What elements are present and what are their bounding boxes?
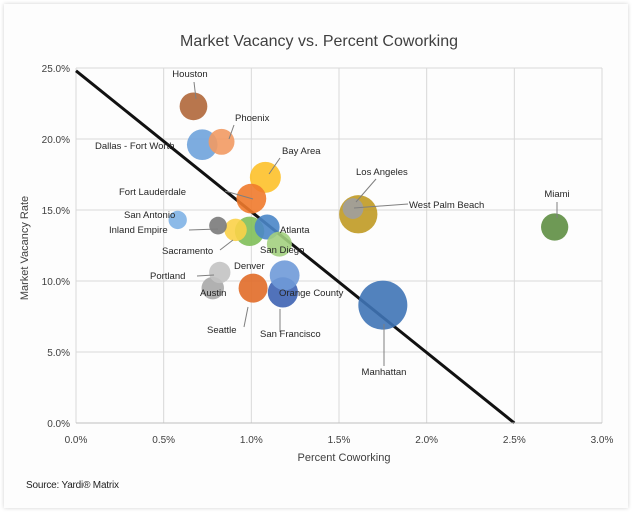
axes-layer: 0.0% 5.0% 10.0% 15.0% 20.0% 25.0% 0.0% 0.5% 1.0%…	[42, 64, 614, 446]
bubble-miami	[541, 213, 569, 241]
leader-line-fort-lauderdale	[224, 190, 254, 200]
bubble-label-los-angeles: Los Angeles	[356, 167, 408, 178]
bubble-denver	[266, 231, 292, 257]
bubble-west-palm-beach	[342, 198, 364, 219]
x-tick-label: 0.5%	[152, 435, 175, 446]
scatter-chart: Market Vacancy vs. Percent Coworking 0.0…	[19, 33, 614, 464]
leader-line-west-palm-beach	[353, 203, 409, 209]
bubble-label-atlanta: Atlanta	[280, 225, 310, 236]
bubble-inland-empire	[209, 216, 227, 235]
y-tick-label: 15.0%	[42, 206, 70, 217]
x-tick-label: 0.0%	[65, 435, 88, 446]
y-axis-title: Market Vacancy Rate	[19, 196, 31, 300]
bubble-label-inland-empire: Inland Empire	[109, 225, 168, 236]
bubble-label-fort-lauderdale: Fort Lauderdale	[119, 187, 186, 198]
bubble-label-san-francisco: San Francisco	[260, 329, 321, 340]
leader-line-portland	[196, 274, 215, 277]
chart-frame: Market Vacancy vs. Percent Coworking 0.0…	[4, 4, 628, 508]
leader-line-phoenix	[228, 124, 235, 140]
bubble-label-manhattan: Manhattan	[362, 367, 407, 378]
leader-line-bay-area	[268, 157, 281, 175]
leader-line-inland-empire	[188, 228, 219, 231]
y-tick-label: 0.0%	[47, 419, 70, 430]
bubble-bay-area	[249, 161, 281, 193]
x-tick-label: 1.5%	[328, 435, 351, 446]
bubble-label-sacramento: Sacramento	[162, 246, 213, 257]
bubble-phoenix	[208, 128, 235, 155]
bubble-label-west-palm-beach: West Palm Beach	[409, 200, 484, 211]
bubbles-layer	[168, 92, 569, 330]
bubble-label-phoenix: Phoenix	[235, 113, 270, 124]
bubble-label-miami: Miami	[544, 189, 569, 200]
bubble-label-houston: Houston	[172, 69, 207, 80]
leader-line-los-angeles	[355, 178, 377, 203]
bubble-sacramento	[224, 218, 247, 242]
chart-title: Market Vacancy vs. Percent Coworking	[180, 33, 458, 50]
bubble-label-orange-county: Orange County	[279, 288, 344, 299]
leader-line-sacramento	[219, 239, 234, 251]
bubble-manhattan	[358, 280, 408, 330]
x-tick-label: 3.0%	[591, 435, 614, 446]
grid-lines	[75, 67, 603, 424]
bubble-label-san-diego: San Diego	[260, 245, 304, 256]
trend-line	[75, 69, 516, 425]
x-tick-label: 2.5%	[503, 435, 526, 446]
y-tick-label: 25.0%	[42, 64, 70, 75]
bubble-label-denver: Denver	[234, 261, 265, 272]
y-tick-label: 5.0%	[47, 348, 70, 359]
x-tick-label: 1.0%	[240, 435, 263, 446]
trend-line-group	[75, 69, 516, 425]
bubble-label-austin: Austin	[200, 288, 226, 299]
x-axis-title: Percent Coworking	[298, 452, 391, 464]
bubble-orange-county	[269, 260, 300, 291]
leader-line-seattle	[243, 306, 249, 328]
bubble-label-bay-area: Bay Area	[282, 146, 321, 157]
x-tick-label: 2.0%	[415, 435, 438, 446]
bubble-seattle	[238, 273, 268, 303]
source-note: Source: Yardi® Matrix	[26, 480, 119, 491]
bubble-labels-layer: Houston Phoenix Dallas - Fort Worth Bay Are…	[95, 69, 570, 378]
leader-line-houston	[193, 81, 197, 100]
bubble-label-dallas-fort-worth: Dallas - Fort Worth	[95, 141, 175, 152]
bubble-label-seattle: Seattle	[207, 325, 237, 336]
y-tick-label: 20.0%	[42, 135, 70, 146]
bubble-houston	[179, 92, 208, 121]
bubble-portland	[209, 261, 231, 284]
bubble-label-portland: Portland	[150, 271, 185, 282]
bubble-san-antonio	[168, 210, 187, 230]
bubble-label-san-antonio: San Antonio	[124, 210, 175, 221]
y-tick-label: 10.0%	[42, 277, 70, 288]
